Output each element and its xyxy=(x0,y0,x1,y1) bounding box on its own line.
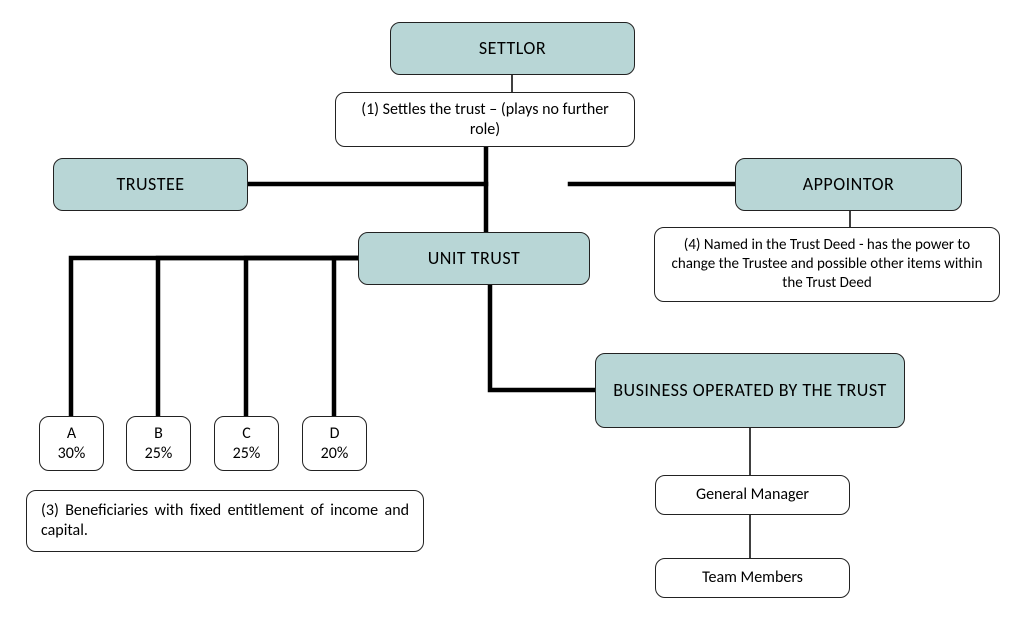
ben-a-letter: A xyxy=(67,424,76,443)
node-team-members: Team Members xyxy=(655,558,850,598)
node-unit-trust: UNIT TRUST xyxy=(358,232,590,285)
node-beneficiary-a: A 30% xyxy=(39,416,104,471)
label-note3: (3) Beneficiaries with fixed entitlement… xyxy=(41,501,409,541)
label-note4: (4) Named in the Trust Deed - has the po… xyxy=(665,236,989,292)
node-beneficiary-d: D 20% xyxy=(302,416,367,471)
label-business: BUSINESS OPERATED BY THE TRUST xyxy=(613,379,886,402)
node-note1: (1) Settles the trust – (plays no furthe… xyxy=(335,92,635,147)
label-settlor: SETTLOR xyxy=(479,37,546,60)
node-beneficiary-b: B 25% xyxy=(126,416,191,471)
label-appointor: APPOINTOR xyxy=(803,173,895,196)
diagram-stage: SETTLOR (1) Settles the trust – (plays n… xyxy=(0,0,1024,644)
label-unit-trust: UNIT TRUST xyxy=(428,247,521,270)
ben-b-letter: B xyxy=(154,424,163,443)
node-business: BUSINESS OPERATED BY THE TRUST xyxy=(595,353,905,428)
node-note3: (3) Beneficiaries with fixed entitlement… xyxy=(26,490,424,552)
ben-c-letter: C xyxy=(242,424,251,443)
ben-a-pct: 30% xyxy=(58,444,86,463)
node-trustee: TRUSTEE xyxy=(53,158,248,211)
label-trustee: TRUSTEE xyxy=(116,173,184,196)
node-settlor: SETTLOR xyxy=(390,22,635,75)
ben-d-pct: 20% xyxy=(321,444,349,463)
ben-b-pct: 25% xyxy=(145,444,173,463)
label-team: Team Members xyxy=(702,568,803,588)
ben-d-letter: D xyxy=(330,424,340,443)
label-note1: (1) Settles the trust – (plays no furthe… xyxy=(346,100,624,140)
node-appointor: APPOINTOR xyxy=(735,158,962,211)
label-gm: General Manager xyxy=(696,485,809,505)
node-general-manager: General Manager xyxy=(655,475,850,515)
ben-c-pct: 25% xyxy=(233,444,261,463)
node-note4: (4) Named in the Trust Deed - has the po… xyxy=(654,227,1000,302)
node-beneficiary-c: C 25% xyxy=(214,416,279,471)
